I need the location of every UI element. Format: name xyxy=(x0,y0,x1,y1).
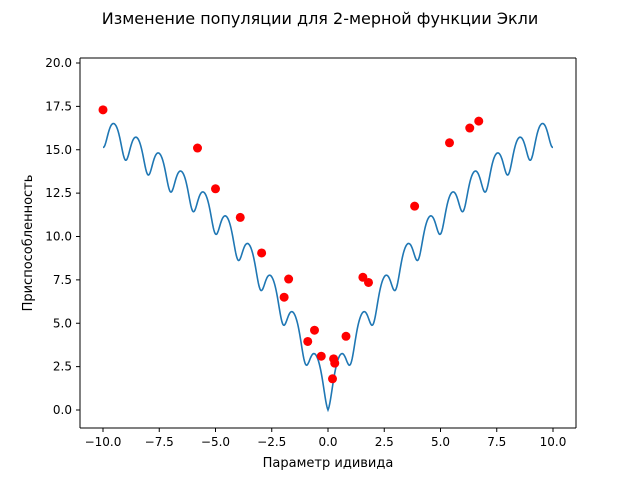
population-point xyxy=(341,331,351,341)
ackley-curve-line xyxy=(102,122,554,413)
population-point xyxy=(328,374,337,384)
population-point xyxy=(257,248,267,258)
scatter-layer xyxy=(98,105,484,384)
population-point xyxy=(193,143,202,153)
y-tick-label: 0.0 xyxy=(53,403,72,417)
y-ticks: 0.0 2.5 5.0 7.5 10.0 12.5 15.0 17.5 20.0 xyxy=(45,56,80,417)
population-point xyxy=(364,277,373,287)
population-point xyxy=(284,274,294,284)
population-point xyxy=(98,105,108,115)
population-point xyxy=(445,138,454,148)
y-tick-label: 12.5 xyxy=(45,186,72,200)
x-tick-label: 0.0 xyxy=(318,435,337,449)
x-tick-label: −5.0 xyxy=(201,435,230,449)
x-ticks: −10.0 −7.5 −5.0 −2.5 0.0 2.5 5.0 7.5 10.0 xyxy=(85,428,567,449)
x-tick-label: −2.5 xyxy=(257,435,286,449)
x-tick-label: −7.5 xyxy=(145,435,174,449)
population-point xyxy=(211,184,220,194)
y-tick-label: 10.0 xyxy=(45,230,72,244)
population-point xyxy=(235,212,245,222)
x-axis-label: Параметр идивида xyxy=(263,456,394,471)
x-tick-label: −10.0 xyxy=(85,435,122,449)
y-tick-label: 15.0 xyxy=(45,143,72,157)
chart-title: Изменение популяции для 2-мерной функции… xyxy=(102,9,539,28)
x-tick-label: 5.0 xyxy=(431,435,450,449)
population-point xyxy=(330,358,340,368)
population-point xyxy=(279,292,289,302)
population-point xyxy=(303,336,313,346)
y-tick-label: 20.0 xyxy=(45,56,72,70)
y-tick-label: 17.5 xyxy=(45,99,72,113)
x-tick-label: 2.5 xyxy=(375,435,394,449)
population-point xyxy=(310,325,319,335)
y-tick-label: 5.0 xyxy=(53,316,72,330)
y-tick-label: 2.5 xyxy=(53,360,72,374)
population-point xyxy=(474,116,484,126)
population-point xyxy=(316,351,326,361)
x-tick-label: 10.0 xyxy=(540,435,567,449)
y-tick-label: 7.5 xyxy=(53,273,72,287)
population-point xyxy=(465,123,475,133)
population-point xyxy=(410,201,420,211)
curve-layer xyxy=(102,122,554,413)
x-tick-label: 7.5 xyxy=(487,435,506,449)
plot-area xyxy=(80,58,576,428)
y-axis-label: Приспособленность xyxy=(21,175,36,312)
